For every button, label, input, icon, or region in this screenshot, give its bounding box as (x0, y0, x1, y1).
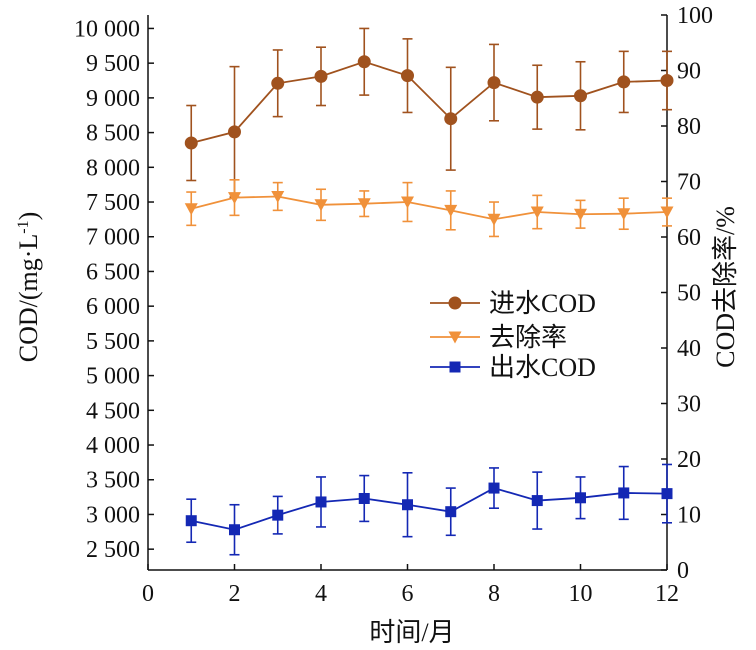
y-right-tick-label: 0 (677, 558, 689, 584)
y-left-tick-label: 8 500 (86, 121, 140, 147)
data-point (228, 192, 241, 205)
data-point (358, 492, 370, 504)
data-point (444, 112, 458, 126)
data-point (530, 206, 544, 219)
data-point (271, 76, 285, 90)
y-left-tick-label: 3 000 (86, 502, 140, 528)
data-point (272, 509, 284, 521)
data-point (444, 204, 458, 217)
series-layer (184, 27, 674, 556)
y-left-tick-label: 10 000 (74, 16, 140, 42)
data-point (402, 499, 413, 511)
legend-label: 去除率 (489, 323, 567, 352)
y-ticks-right: 0 10 20 30 40 50 60 70 80 90 100 (661, 3, 713, 584)
y-left-tick-label: 7 500 (86, 190, 140, 216)
data-point (357, 55, 371, 69)
data-point (401, 196, 414, 209)
data-point (401, 69, 414, 83)
data-point (487, 76, 501, 90)
data-point (445, 506, 457, 518)
data-point (530, 90, 544, 104)
data-point (618, 487, 630, 499)
y-left-tick-label: 4 000 (86, 433, 140, 459)
x-axis-label: 时间/月 (369, 618, 454, 647)
data-point (184, 203, 198, 216)
data-point (314, 69, 328, 83)
y-left-tick-label: 9 000 (86, 86, 140, 112)
data-point (574, 89, 587, 103)
series-line (191, 60, 668, 144)
x-tick-label: 6 (402, 581, 414, 607)
data-point (487, 213, 501, 226)
legend-marker (449, 361, 461, 373)
y-axis-label-left: COD/(mg·L-1) (14, 212, 43, 363)
data-point (617, 208, 631, 221)
y-right-tick-label: 10 (677, 503, 701, 529)
y-right-tick-label: 100 (677, 3, 713, 29)
data-point (185, 515, 197, 527)
data-point (315, 496, 327, 508)
series-line (191, 195, 668, 221)
y-right-tick-label: 70 (677, 170, 701, 196)
y-left-tick-label: 4 500 (86, 398, 140, 424)
data-point (661, 488, 673, 500)
y-left-tick-label: 8 000 (86, 155, 140, 181)
data-point (229, 524, 240, 536)
legend-marker (448, 296, 462, 310)
data-point (314, 199, 328, 212)
y-ticks-left: 2 500 3 000 3 500 4 000 4 500 5 000 5 500 6 000… (74, 16, 154, 563)
data-point (660, 206, 674, 219)
y-left-tick-label: 6 000 (86, 294, 140, 320)
y-right-tick-label: 20 (677, 447, 701, 473)
data-point (488, 482, 500, 494)
x-tick-label: 4 (315, 581, 327, 607)
y-right-tick-label: 60 (677, 225, 701, 251)
series-triangle-down (184, 179, 674, 238)
legend-marker (448, 331, 462, 344)
y-left-tick-label: 2 500 (86, 537, 140, 563)
data-point (357, 198, 371, 211)
y-left-tick-label: 5 500 (86, 329, 140, 355)
series-square (185, 463, 673, 556)
x-tick-label: 10 (569, 581, 593, 607)
y-axis-label-left-close: ) (14, 212, 43, 221)
data-point (617, 75, 631, 89)
y-left-tick-label: 3 500 (86, 468, 140, 494)
y-left-tick-label: 7 000 (86, 225, 140, 251)
data-point (271, 190, 285, 203)
data-point (660, 74, 674, 88)
x-tick-label: 12 (655, 581, 679, 607)
series-circle (184, 27, 674, 198)
data-point (228, 125, 241, 139)
x-tick-label: 2 (229, 581, 241, 607)
y-axis-label-left-main: COD/(mg·L (14, 234, 43, 363)
y-left-tick-label: 5 000 (86, 364, 140, 390)
y-right-tick-label: 80 (677, 114, 701, 140)
legend-label: 出水COD (489, 353, 596, 382)
data-point (575, 492, 586, 504)
y-right-tick-label: 90 (677, 59, 701, 85)
series-line (191, 487, 668, 531)
y-right-tick-label: 40 (677, 336, 701, 362)
y-left-tick-label: 6 500 (86, 259, 140, 285)
data-point (531, 495, 543, 507)
y-axis-label-left-sup: -1 (15, 220, 32, 233)
y-left-tick-label: 9 500 (86, 51, 140, 77)
data-point (574, 208, 587, 221)
legend-label: 进水COD (489, 289, 596, 318)
data-point (184, 136, 198, 150)
y-axis-label-right: COD去除率/% (711, 206, 740, 368)
y-right-tick-label: 50 (677, 281, 701, 307)
x-tick-label: 8 (488, 581, 500, 607)
x-ticks: 0 2 4 6 8 10 12 (142, 564, 679, 607)
y-right-tick-label: 30 (677, 392, 701, 418)
x-tick-label: 0 (142, 581, 154, 607)
